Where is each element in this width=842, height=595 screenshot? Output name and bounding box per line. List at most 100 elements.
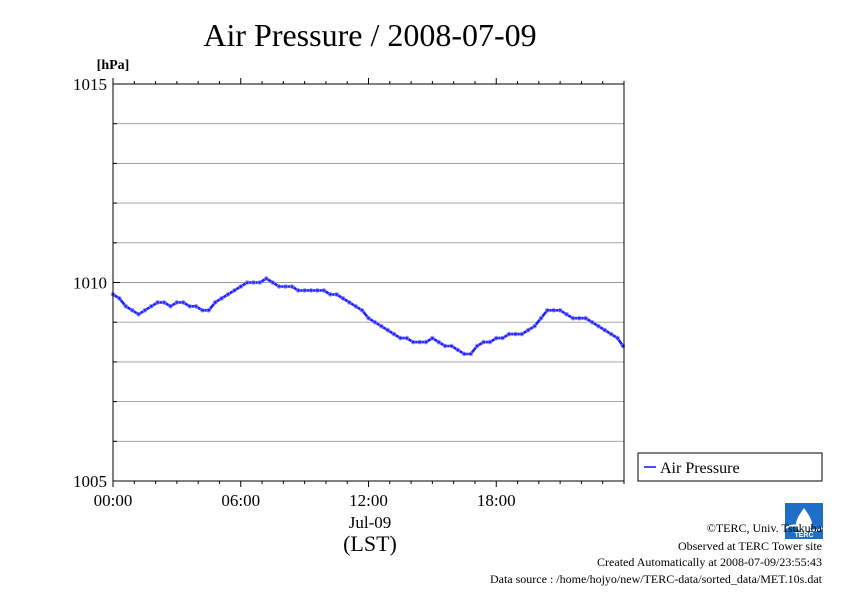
axis-ticks <box>112 78 625 487</box>
data-point-56 <box>468 351 474 357</box>
chart-title: Air Pressure / 2008-07-09 <box>203 17 536 53</box>
data-point-38 <box>353 303 359 309</box>
data-point-36 <box>340 296 346 301</box>
data-point-67 <box>538 315 544 321</box>
data-point-46 <box>404 335 410 341</box>
data-point-34 <box>327 292 333 297</box>
series-line-0 <box>111 277 625 356</box>
data-point-3 <box>129 307 135 313</box>
data-point-54 <box>455 347 461 353</box>
data-point-64 <box>519 331 525 337</box>
data-point-19 <box>232 288 237 293</box>
data-point-28 <box>289 284 295 289</box>
data-point-6 <box>149 303 154 309</box>
data-point-72 <box>570 315 576 321</box>
data-point-45 <box>398 335 403 341</box>
data-point-71 <box>564 311 569 317</box>
data-point-74 <box>583 315 588 321</box>
data-point-57 <box>474 343 480 349</box>
data-point-18 <box>225 292 231 297</box>
x-axis-date-label: Jul-09 <box>349 513 392 532</box>
data-point-1 <box>117 296 122 301</box>
y-tick-label-1005: 1005 <box>73 472 107 491</box>
data-point-8 <box>161 300 167 305</box>
data-point-77 <box>602 327 608 333</box>
legend-box <box>637 452 823 482</box>
data-point-44 <box>391 331 397 337</box>
data-point-50 <box>430 335 435 341</box>
y-tick-label-1010: 1010 <box>73 274 107 293</box>
data-point-10 <box>174 300 180 305</box>
data-point-66 <box>532 323 537 329</box>
data-point-79 <box>615 335 620 341</box>
data-point-25 <box>270 280 276 285</box>
data-point-40 <box>366 315 371 321</box>
data-point-49 <box>423 339 429 345</box>
data-point-29 <box>295 288 301 293</box>
data-point-65 <box>525 327 531 333</box>
data-point-43 <box>385 327 391 333</box>
data-point-4 <box>136 311 141 317</box>
credit-data-source: Data source : /home/hojyo/new/TERC-data/… <box>490 572 823 586</box>
data-point-22 <box>251 280 256 285</box>
legend: Air Pressure <box>637 452 823 482</box>
data-point-15 <box>206 307 212 313</box>
data-point-9 <box>168 303 173 309</box>
data-point-73 <box>576 315 582 321</box>
series-layer <box>110 276 626 357</box>
data-point-62 <box>506 331 512 337</box>
y-tick-label-1015: 1015 <box>73 75 107 94</box>
data-point-60 <box>493 335 499 341</box>
data-point-2 <box>123 303 129 309</box>
data-point-31 <box>308 288 314 293</box>
terc-logo: TERC <box>785 503 823 539</box>
data-point-20 <box>238 284 244 289</box>
data-point-68 <box>544 307 550 313</box>
credit-created: Created Automatically at 2008-07-09/23:5… <box>597 555 822 569</box>
data-point-23 <box>257 280 263 285</box>
data-point-48 <box>417 339 422 345</box>
legend-entry-air-pressure: Air Pressure <box>660 460 740 477</box>
data-point-5 <box>142 307 148 313</box>
data-point-41 <box>372 319 378 325</box>
data-point-42 <box>378 323 384 329</box>
data-point-47 <box>410 339 416 345</box>
data-point-27 <box>283 284 288 289</box>
data-point-32 <box>315 288 320 293</box>
data-point-30 <box>302 288 307 293</box>
data-point-26 <box>276 284 282 289</box>
data-point-14 <box>200 307 205 313</box>
data-point-39 <box>359 307 365 313</box>
data-point-76 <box>596 323 601 329</box>
data-point-24 <box>263 276 269 281</box>
data-point-63 <box>513 331 518 337</box>
data-point-37 <box>346 300 352 305</box>
data-point-53 <box>449 343 454 349</box>
credit-observed: Observed at TERC Tower site <box>678 539 822 553</box>
data-point-59 <box>487 339 493 345</box>
credit-copyright: ©TERC, Univ. Tsukuba <box>707 521 823 535</box>
data-point-58 <box>481 339 486 345</box>
data-point-7 <box>155 300 161 305</box>
data-point-12 <box>187 303 192 309</box>
data-point-51 <box>436 339 442 345</box>
data-point-17 <box>219 296 224 301</box>
y-axis-unit-label: [hPa] <box>97 58 130 73</box>
data-point-35 <box>334 292 339 297</box>
y-tick-labels: 1005 1010 1015 <box>73 75 107 491</box>
x-axis-timezone-label: (LST) <box>343 531 397 556</box>
x-tick-label-0000: 00:00 <box>94 491 133 510</box>
data-point-75 <box>589 319 595 325</box>
x-tick-label-1200: 12:00 <box>349 491 388 510</box>
data-point-13 <box>193 303 199 309</box>
x-tick-labels: 00:00 06:00 12:00 18:00 <box>94 491 516 510</box>
data-point-52 <box>442 343 448 349</box>
data-point-61 <box>500 335 505 341</box>
data-point-11 <box>181 300 186 305</box>
data-point-80 <box>620 343 626 349</box>
grid-lines <box>113 123 624 442</box>
data-point-78 <box>608 331 614 337</box>
data-point-21 <box>244 280 250 285</box>
data-point-16 <box>212 300 218 305</box>
